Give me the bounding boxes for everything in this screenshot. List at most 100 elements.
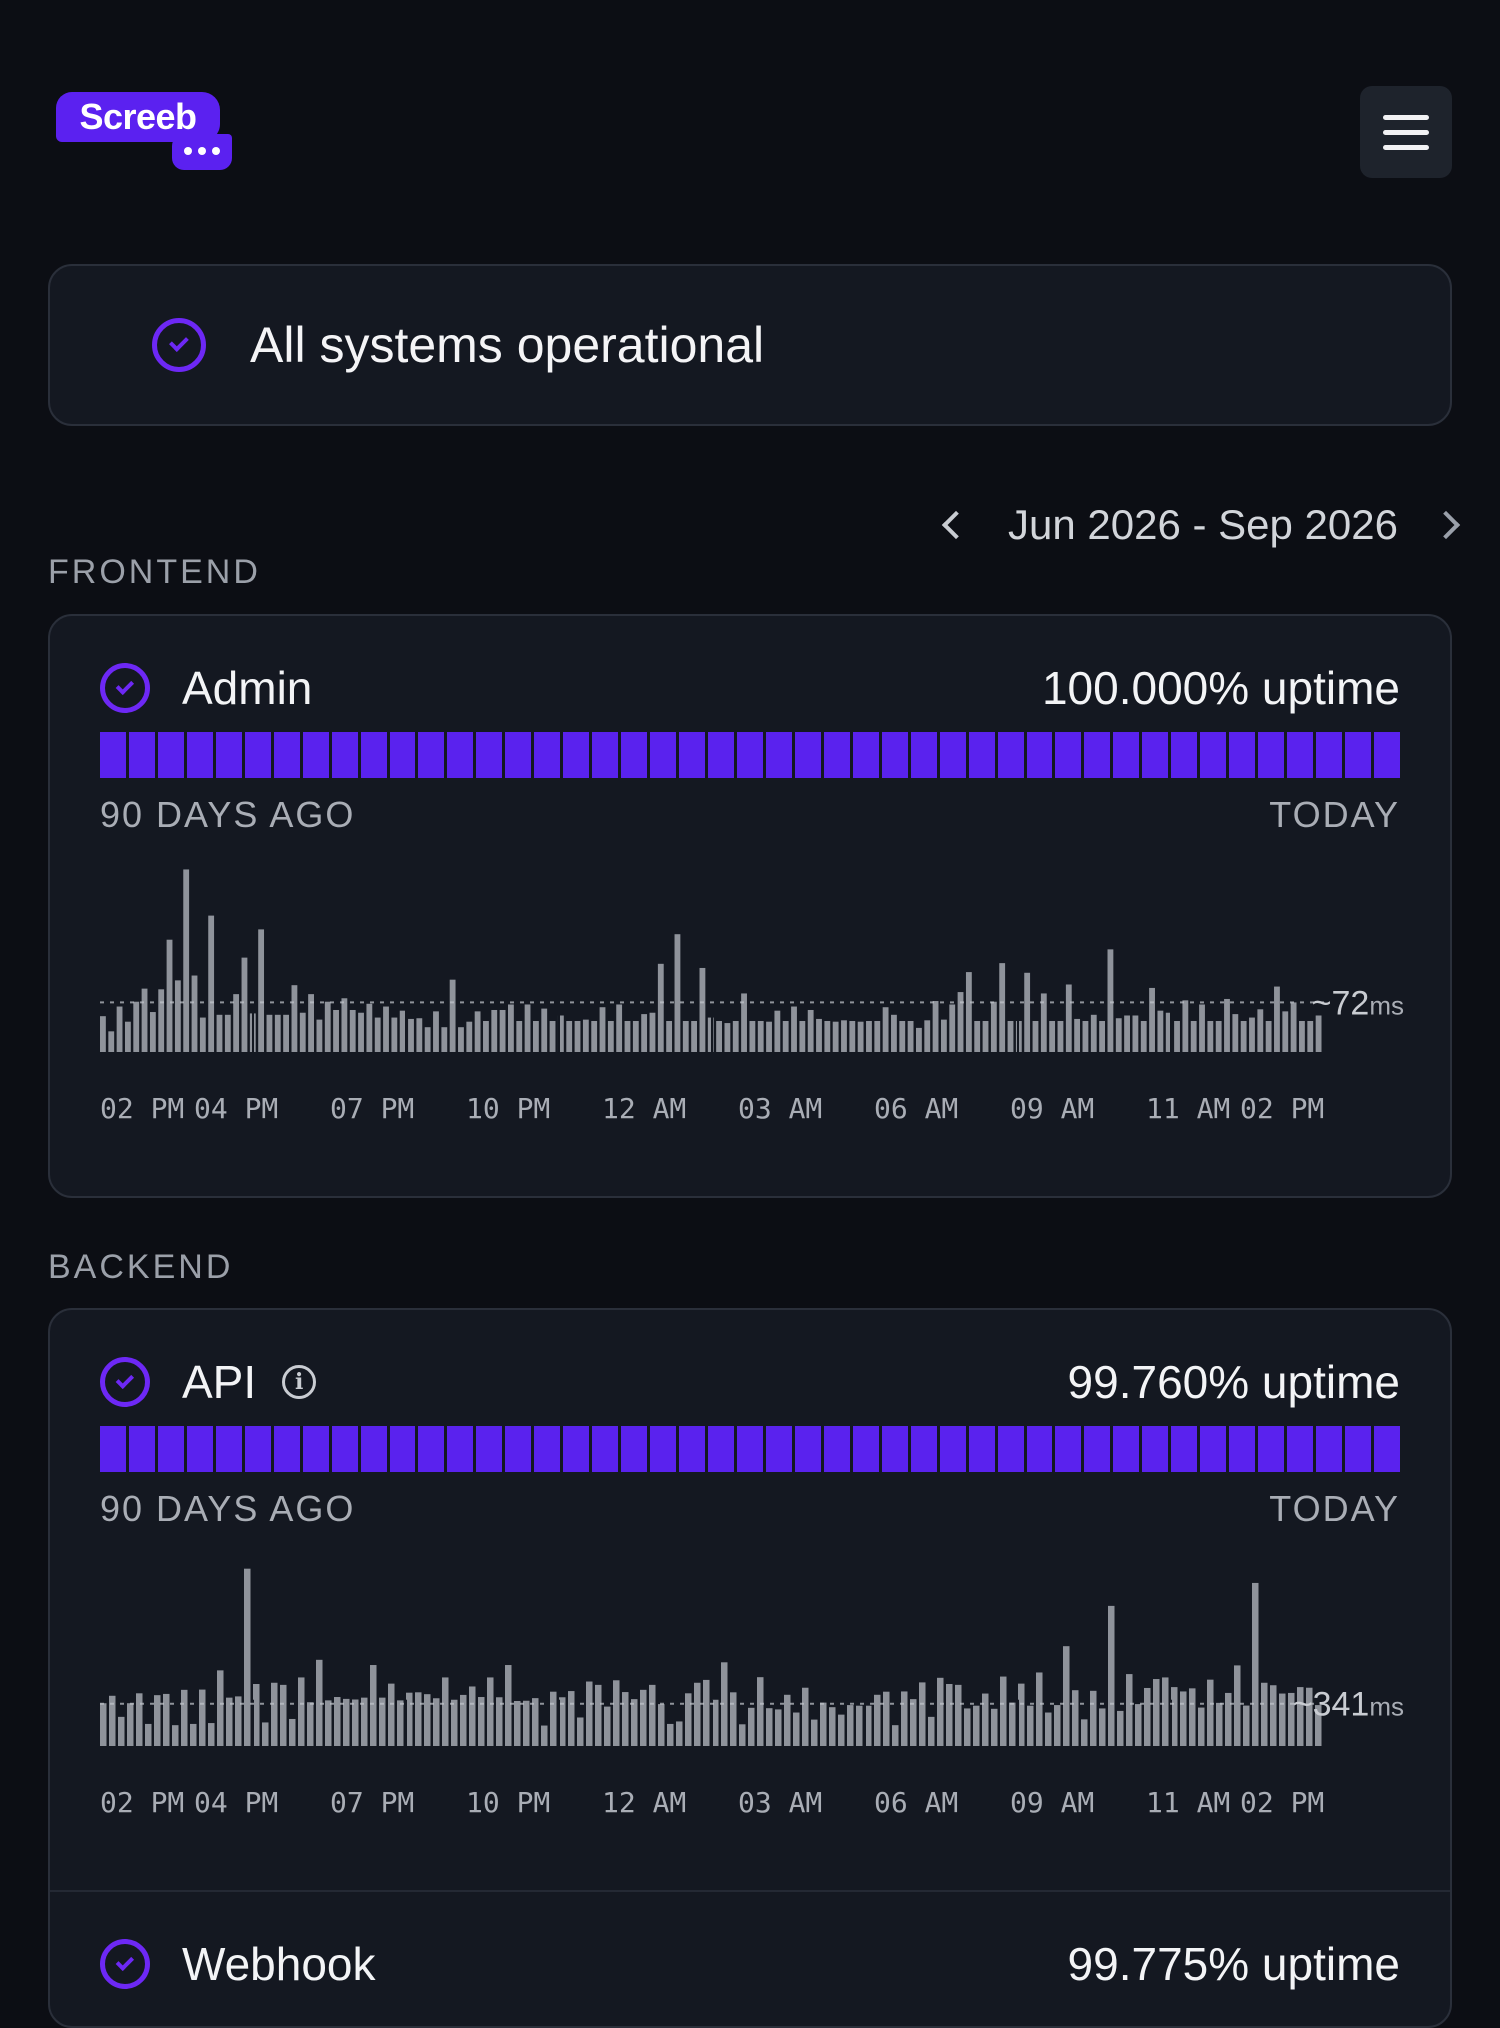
chart-bar[interactable] (940, 1019, 947, 1052)
chart-bar[interactable] (829, 1707, 836, 1746)
chart-bar[interactable] (163, 1693, 170, 1746)
chart-bar[interactable] (271, 1682, 278, 1746)
uptime-day-segment[interactable] (997, 732, 1027, 778)
uptime-day-segment[interactable] (302, 1426, 332, 1472)
uptime-day-segment[interactable] (186, 1426, 216, 1472)
chart-bar[interactable] (946, 1684, 953, 1746)
chart-bar[interactable] (721, 1662, 728, 1746)
uptime-day-segment[interactable] (881, 732, 911, 778)
uptime-day-segment[interactable] (1316, 1426, 1345, 1472)
chart-bar[interactable] (190, 1723, 197, 1746)
chart-bar[interactable] (955, 1684, 962, 1746)
uptime-day-segment[interactable] (1258, 732, 1288, 778)
chart-bar[interactable] (408, 1018, 414, 1052)
chart-bar[interactable] (341, 998, 348, 1052)
chart-bar[interactable] (307, 1702, 314, 1746)
chart-bar[interactable] (901, 1691, 908, 1746)
chart-bar[interactable] (832, 1021, 839, 1052)
chart-bar[interactable] (183, 869, 190, 1052)
chart-bar[interactable] (474, 1011, 481, 1052)
uptime-day-segment[interactable] (650, 732, 680, 778)
chart-bar[interactable] (1049, 1021, 1056, 1052)
chart-bar[interactable] (379, 1697, 386, 1746)
chart-bar[interactable] (424, 1694, 431, 1746)
chart-bar[interactable] (703, 1679, 710, 1746)
chart-bar[interactable] (811, 1719, 818, 1746)
uptime-day-segment[interactable] (476, 1426, 506, 1472)
uptime-day-segment[interactable] (794, 732, 824, 778)
chart-bar[interactable] (1274, 986, 1280, 1052)
chart-bar[interactable] (874, 1694, 881, 1746)
chart-bar[interactable] (478, 1697, 485, 1746)
uptime-day-segment[interactable] (360, 732, 390, 778)
chart-bar[interactable] (682, 1021, 689, 1052)
chart-bar[interactable] (782, 1021, 789, 1052)
chart-bar[interactable] (793, 1712, 800, 1746)
uptime-day-segment[interactable] (157, 732, 187, 778)
chart-bar[interactable] (469, 1686, 476, 1746)
chart-bar[interactable] (216, 1014, 223, 1052)
chart-bar[interactable] (298, 1677, 305, 1746)
chart-bar[interactable] (802, 1687, 809, 1746)
chart-bar[interactable] (613, 1680, 620, 1746)
chart-bar[interactable] (604, 1706, 611, 1746)
chart-bar[interactable] (784, 1694, 791, 1746)
chart-bar[interactable] (1157, 1010, 1164, 1052)
chart-bar[interactable] (559, 1697, 566, 1746)
uptime-day-segment[interactable] (273, 732, 303, 778)
chart-bar[interactable] (990, 1001, 997, 1052)
chart-bar[interactable] (1306, 1687, 1313, 1746)
chart-bar[interactable] (1207, 1679, 1214, 1746)
chart-bar[interactable] (910, 1699, 917, 1746)
chart-bar[interactable] (1216, 1702, 1223, 1746)
chart-bar[interactable] (483, 1021, 489, 1052)
chart-bar[interactable] (741, 993, 747, 1052)
chart-bar[interactable] (676, 1721, 683, 1746)
chart-bar[interactable] (291, 985, 298, 1052)
chart-bar[interactable] (666, 1021, 673, 1052)
chart-bar[interactable] (849, 1021, 856, 1052)
chart-bar[interactable] (141, 988, 148, 1052)
chart-bar[interactable] (299, 1012, 306, 1052)
uptime-day-segment[interactable] (418, 732, 448, 778)
chart-bar[interactable] (1270, 1685, 1277, 1746)
uptime-day-segment[interactable] (1258, 1426, 1288, 1472)
chart-bar[interactable] (1290, 1002, 1297, 1052)
chart-bar[interactable] (699, 967, 706, 1052)
chart-bar[interactable] (158, 989, 165, 1052)
chart-bar[interactable] (757, 1677, 764, 1746)
uptime-day-segment[interactable] (1171, 1426, 1201, 1472)
chart-bar[interactable] (116, 1006, 123, 1052)
response-time-chart[interactable]: ~72ms 02 PM 04 PM 07 PM 10 PM 12 AM 03 AM 06 AM… (100, 856, 1404, 1136)
uptime-day-segment[interactable] (534, 732, 564, 778)
chart-bar[interactable] (383, 1006, 389, 1052)
chart-bar[interactable] (857, 1021, 864, 1052)
chart-bar[interactable] (964, 1708, 971, 1746)
uptime-day-segment[interactable] (794, 1426, 824, 1472)
hamburger-menu-button[interactable] (1360, 86, 1452, 178)
chart-bar[interactable] (824, 1021, 831, 1052)
chart-bar[interactable] (289, 1718, 296, 1746)
chart-bar[interactable] (1279, 1693, 1286, 1746)
chart-bar[interactable] (109, 1695, 116, 1746)
chart-bar[interactable] (149, 1012, 156, 1052)
uptime-day-segment[interactable] (1287, 732, 1317, 778)
chart-bar[interactable] (730, 1692, 737, 1746)
chart-bar[interactable] (616, 1004, 623, 1052)
chart-bar[interactable] (370, 1665, 377, 1746)
chart-bar[interactable] (235, 1696, 242, 1746)
uptime-day-segment[interactable] (910, 732, 940, 778)
uptime-day-segment[interactable] (244, 732, 274, 778)
chart-bar[interactable] (891, 1014, 897, 1052)
chart-bar[interactable] (766, 1021, 772, 1052)
chart-bar[interactable] (191, 975, 198, 1052)
chart-bar[interactable] (274, 1014, 281, 1052)
chart-bar[interactable] (334, 1697, 341, 1746)
chart-bar[interactable] (442, 1677, 449, 1746)
chart-bar[interactable] (999, 963, 1006, 1052)
uptime-day-segment[interactable] (968, 1426, 998, 1472)
chart-bar[interactable] (524, 1004, 531, 1052)
chart-bar[interactable] (1165, 1012, 1172, 1052)
chart-bar[interactable] (549, 1021, 556, 1052)
chart-bar[interactable] (1090, 1014, 1097, 1052)
